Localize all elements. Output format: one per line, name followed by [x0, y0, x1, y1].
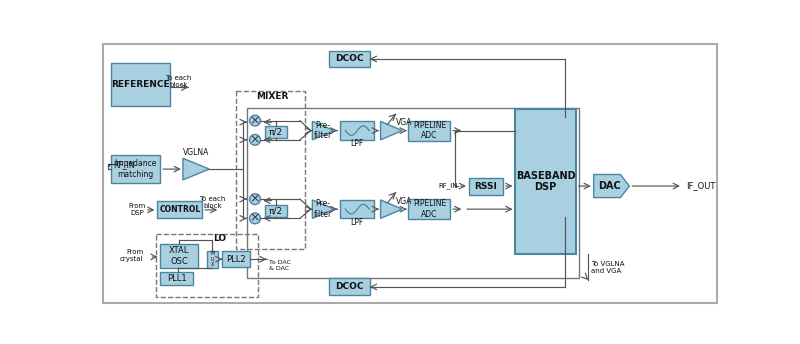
Bar — [247, 107, 579, 278]
Text: BASEBAND
DSP: BASEBAND DSP — [516, 171, 575, 192]
Text: From
DSP: From DSP — [129, 203, 146, 216]
Text: Pre-
filter: Pre- filter — [314, 121, 332, 140]
Text: IF_OUT: IF_OUT — [686, 182, 715, 191]
Text: REFERENCE: REFERENCE — [111, 80, 170, 89]
Polygon shape — [183, 158, 210, 180]
Text: VGLNA: VGLNA — [183, 148, 210, 158]
Bar — [265, 126, 286, 138]
Text: RF_IN: RF_IN — [438, 183, 458, 190]
Bar — [330, 278, 370, 295]
Bar — [515, 109, 576, 254]
Polygon shape — [381, 121, 402, 140]
Text: π/2: π/2 — [269, 206, 283, 215]
Text: Pre-
filter: Pre- filter — [314, 200, 332, 219]
Text: PIPELINE
ADC: PIPELINE ADC — [413, 121, 446, 140]
Text: CONTROL: CONTROL — [159, 205, 201, 214]
Bar — [111, 155, 161, 183]
Circle shape — [250, 194, 261, 205]
Text: DAC: DAC — [598, 181, 621, 191]
Text: Impedance
matching: Impedance matching — [114, 159, 157, 179]
Text: XTAL
OSC: XTAL OSC — [169, 246, 190, 266]
Text: To VGLNA
and VGA: To VGLNA and VGA — [591, 261, 625, 274]
Polygon shape — [312, 121, 334, 140]
Bar — [265, 205, 286, 217]
Polygon shape — [381, 200, 402, 218]
Bar — [111, 63, 170, 106]
Circle shape — [250, 115, 261, 126]
Bar — [158, 202, 202, 218]
Bar — [207, 251, 218, 268]
Bar — [222, 251, 250, 267]
Text: LPF: LPF — [350, 139, 364, 148]
Bar — [340, 121, 374, 140]
Polygon shape — [594, 174, 630, 197]
Text: PLL2: PLL2 — [226, 255, 246, 264]
Text: MIXER: MIXER — [256, 92, 288, 101]
Text: LPF: LPF — [350, 218, 364, 227]
Circle shape — [250, 213, 261, 224]
Circle shape — [250, 135, 261, 145]
Text: VGA: VGA — [396, 118, 412, 127]
Bar — [340, 200, 374, 218]
Text: π/2: π/2 — [269, 128, 283, 137]
Text: To each
block: To each block — [199, 196, 226, 209]
Text: RF_IN: RF_IN — [113, 160, 134, 169]
Text: ×: × — [250, 114, 260, 127]
Text: To each
block: To each block — [165, 75, 191, 88]
Text: To DAC
& DAC: To DAC & DAC — [269, 260, 291, 271]
Text: DCOC: DCOC — [335, 282, 364, 291]
Bar — [161, 272, 193, 284]
Text: LO: LO — [213, 234, 226, 243]
Bar — [161, 244, 198, 268]
Text: ×: × — [250, 212, 260, 225]
Text: From
crystal: From crystal — [120, 249, 143, 262]
Text: PIPELINE
ADC: PIPELINE ADC — [413, 200, 446, 219]
Text: DCOC: DCOC — [335, 54, 364, 64]
Bar — [236, 91, 306, 249]
Polygon shape — [312, 200, 334, 218]
Bar — [156, 234, 258, 297]
Text: VGA: VGA — [396, 197, 412, 206]
Text: M
U
X: M U X — [210, 251, 214, 268]
Bar — [469, 178, 503, 194]
Text: PLL1: PLL1 — [167, 274, 186, 283]
Text: ×: × — [250, 193, 260, 206]
Bar — [409, 121, 450, 141]
Text: RSSI: RSSI — [474, 182, 498, 191]
Text: ⌐: ⌐ — [108, 160, 116, 170]
Bar — [330, 51, 370, 67]
Text: ×: × — [250, 133, 260, 146]
Bar — [409, 199, 450, 219]
